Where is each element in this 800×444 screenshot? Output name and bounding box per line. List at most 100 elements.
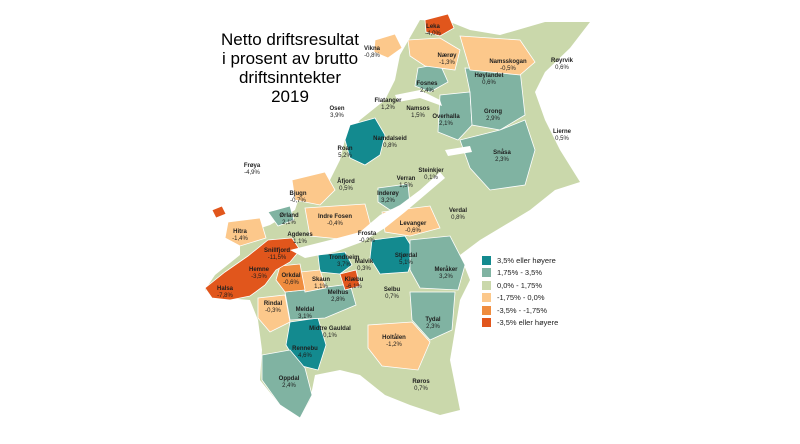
legend-item: -3,5% - -1,75% [482, 304, 558, 316]
municipality-value: 2,9% [486, 116, 500, 122]
municipality-value: -6,1% [346, 284, 362, 290]
municipality-value: 2,8% [331, 297, 345, 303]
region-bjugn-afjord [291, 171, 336, 206]
legend-swatch [482, 268, 491, 277]
municipality-value: -0,4% [327, 221, 343, 227]
municipality-name: Midtre Gauldal [309, 326, 351, 332]
municipality-name: Hitra [233, 229, 247, 235]
municipality-name: Malvik [355, 259, 374, 265]
municipality-name: Snåsa [493, 149, 511, 156]
legend-item: 3,5% eller høyere [482, 254, 558, 266]
region-snasa [459, 119, 536, 191]
legend-label: -3,5% - -1,75% [497, 305, 548, 315]
municipality-name: Frosta [358, 231, 377, 237]
municipality-value: 0,3% [357, 266, 371, 272]
municipality-name: Oppdal [279, 376, 300, 382]
municipality-value: 1,5% [411, 113, 425, 119]
municipality-name: Røyrvik [551, 58, 574, 64]
municipality-name: Fosnes [416, 81, 438, 87]
region-tydal [409, 291, 456, 341]
municipality-value: -0,6% [283, 280, 299, 286]
region-naeroy [407, 37, 461, 71]
municipality-name: Namsskogan [489, 59, 527, 65]
municipality-value: 0,8% [383, 143, 397, 149]
municipality-name: Roan [338, 146, 353, 152]
map-title: Netto driftsresultat i prosent av brutto… [200, 30, 380, 106]
municipality-value: 0,1% [323, 333, 337, 339]
municipality-value: -4,0% [425, 31, 441, 37]
municipality-value: -0,6% [405, 228, 421, 234]
municipality-name: Nærøy [437, 53, 457, 59]
municipality-name: Ørland [279, 213, 299, 219]
region-hitra [224, 217, 267, 247]
legend-item: -1,75% - 0,0% [482, 292, 558, 304]
municipality-value: 1,2% [381, 105, 395, 111]
legend-label: 1,75% - 3,5% [497, 268, 543, 277]
municipality-name: Overhalla [432, 114, 460, 120]
municipality-value: 5,1% [399, 260, 413, 266]
legend-item: -3,5% eller høyere [482, 317, 558, 329]
legend-label: 3,5% eller høyere [497, 255, 556, 265]
municipality-value: 3,9% [330, 113, 344, 119]
region-orkdal [275, 263, 306, 293]
municipality-value: 1,5% [399, 183, 413, 189]
municipality-value: 0,7% [414, 386, 428, 392]
municipality-value: -11,5% [268, 255, 287, 261]
municipality-value: 4,6% [298, 353, 312, 359]
municipality-name: Tydal [425, 317, 441, 323]
region-oppdal [261, 349, 313, 419]
municipality-name: Meråker [434, 266, 458, 273]
municipality-value: 1,1% [293, 239, 307, 245]
lake [445, 146, 472, 156]
municipality-labels: Leka-4,0%Vikna-0,8% Nærøy-1,3% Namsskogan-… [217, 24, 574, 392]
title-line-2: i prosent av brutto [221, 49, 359, 68]
legend-swatch [482, 318, 491, 327]
municipality-value: -0,2% [359, 238, 375, 244]
municipality-value: 2,1% [282, 220, 296, 226]
municipality-name: Grong [484, 109, 502, 115]
municipality-value: 0,8% [451, 215, 465, 221]
municipality-name: Vikna [364, 46, 381, 52]
region-rindal [257, 294, 291, 333]
municipality-name: Lierne [553, 129, 572, 135]
title-line-3: driftsinntekter [238, 68, 342, 87]
municipality-value: -4,9% [244, 170, 260, 176]
region-leka [424, 13, 455, 37]
title-line-4: 2019 [271, 87, 309, 106]
municipality-value: 0,5% [555, 136, 569, 142]
municipality-name: Hemne [249, 267, 270, 273]
region-holtalen [367, 321, 431, 371]
municipality-name: Åfjord [337, 178, 355, 185]
region-froya [211, 205, 227, 219]
region-vikna [373, 33, 403, 59]
legend-swatch [482, 280, 491, 290]
municipality-value: 3,1% [298, 314, 312, 320]
municipality-name: Høylandet [474, 73, 503, 79]
region-overhalla [437, 91, 473, 141]
municipality-value: 3,2% [439, 274, 453, 280]
municipality-value: 0,6% [482, 80, 496, 86]
municipality-value: 3,7% [337, 262, 351, 268]
region-klaebu [339, 269, 361, 291]
municipality-value: -7,8% [217, 293, 233, 299]
legend-item: 0,0% - 1,75% [482, 279, 558, 291]
legend-swatch [482, 305, 491, 315]
municipality-value: 2,1% [439, 121, 453, 127]
municipality-name: Skaun [312, 277, 330, 283]
municipality-name: Osen [329, 106, 344, 112]
municipality-name: Steinkjer [418, 168, 444, 174]
municipality-value: 0,5% [339, 186, 353, 192]
legend-swatch [482, 255, 491, 265]
municipality-name: Leka [426, 24, 440, 30]
municipality-name: Stjørdal [395, 253, 418, 259]
region-orland [267, 205, 295, 227]
legend-label: -3,5% eller høyere [497, 318, 559, 327]
municipality-value: -1,3% [439, 60, 455, 66]
municipality-value: 2,3% [495, 157, 509, 163]
municipality-value: 2,3% [426, 324, 440, 330]
municipality-value: -1,4% [232, 236, 248, 242]
municipality-name: Selbu [384, 287, 401, 293]
municipality-name: Rindal [264, 301, 283, 307]
